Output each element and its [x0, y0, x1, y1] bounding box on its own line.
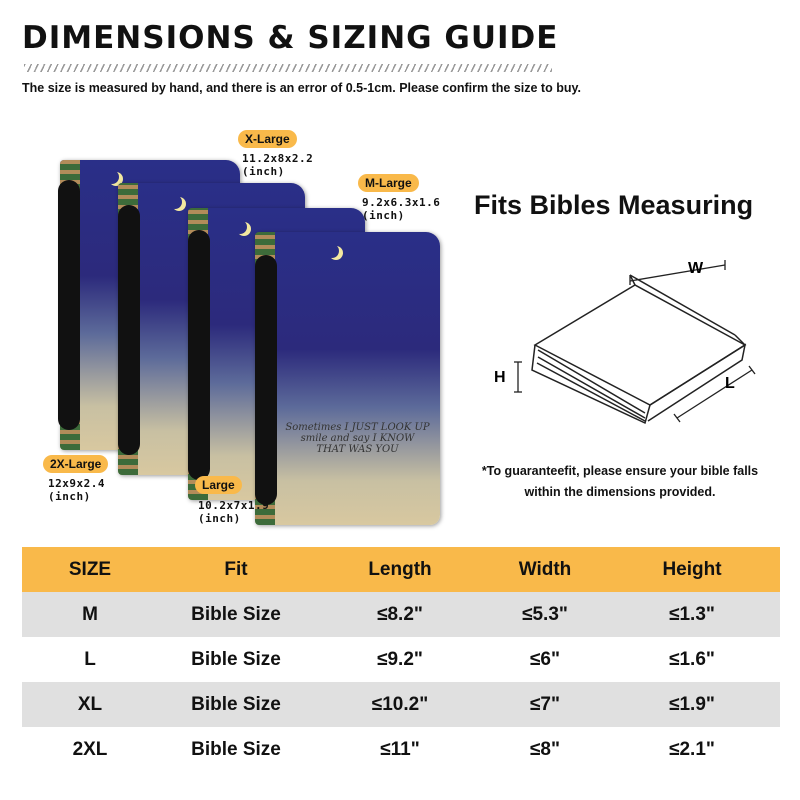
size-dims-xlarge: 11.2x8x2.2 (inch) — [242, 152, 313, 178]
table-cell: ≤6" — [529, 648, 560, 670]
size-dims-2xlarge: 12x9x2.4 (inch) — [48, 477, 105, 503]
measurement-note: The size is measured by hand, and there … — [22, 81, 581, 95]
handle — [188, 230, 210, 480]
table-cell: L — [84, 648, 96, 670]
size-badge-mlarge: M-Large — [358, 174, 419, 192]
size-badge-large: Large — [195, 476, 242, 494]
handle — [255, 255, 277, 505]
col-height: Height — [604, 547, 780, 592]
unit: (inch) — [48, 490, 91, 503]
size-badge-xlarge: X-Large — [238, 130, 297, 148]
dims: 12x9x2.4 — [48, 477, 105, 490]
cover-text: Sometimes I JUST LOOK UP smile and say I… — [285, 422, 430, 455]
dims: 9.2x6.3x1.6 — [362, 196, 441, 209]
width-label: W — [688, 260, 704, 277]
table-header: SIZE Fit Length Width Height — [22, 547, 780, 592]
table-cell: ≤1.6" — [669, 648, 715, 670]
table-cell: ≤1.9" — [604, 682, 780, 727]
table-cell: Bible Size — [191, 738, 281, 760]
dims: 10.2x7x1.9 — [198, 499, 270, 512]
note-line: *To guaranteefit, please ensure your bib… — [481, 464, 759, 478]
table-cell: ≤5.3" — [486, 592, 604, 637]
table-row: M Bible Size ≤8.2" ≤5.3" ≤1.3" — [22, 592, 780, 637]
book-diagram: W H L — [494, 260, 756, 425]
table-cell: ≤2.1" — [669, 738, 715, 760]
table-row: XL Bible Size ≤10.2" ≤7" ≤1.9" — [22, 682, 780, 727]
table-row: 2XL Bible Size ≤11" ≤8" ≤2.1" — [22, 727, 780, 772]
unit: (inch) — [198, 512, 241, 525]
table-cell: ≤1.3" — [604, 592, 780, 637]
col-size: SIZE — [22, 547, 158, 592]
col-fit: Fit — [158, 547, 314, 592]
table-cell: ≤7" — [486, 682, 604, 727]
height-label: H — [494, 369, 506, 386]
col-width: Width — [486, 547, 604, 592]
col-length: Length — [314, 547, 486, 592]
cover-mlarge: Sometimes I JUST LOOK UP smile and say I… — [255, 232, 440, 525]
product-image: Sometimes I JUST LOOK UP smile and say I… — [40, 150, 450, 540]
table-cell: ≤11" — [380, 738, 420, 760]
dims: 11.2x8x2.2 — [242, 152, 314, 165]
note-line: within the dimensions provided. — [524, 485, 716, 499]
table-cell: ≤8" — [529, 738, 560, 760]
table-cell: M — [22, 592, 158, 637]
size-dims-mlarge: 9.2x6.3x1.6 (inch) — [362, 196, 440, 222]
size-dims-large: 10.2x7x1.9 (inch) — [198, 499, 269, 525]
hatch-divider — [24, 64, 552, 72]
table-cell: XL — [22, 682, 158, 727]
diagram-title: Fits Bibles Measuring — [474, 190, 754, 220]
table-row: L Bible Size ≤9.2" ≤6" ≤1.6" — [22, 637, 780, 682]
handle — [58, 180, 80, 430]
table-cell: Bible Size — [191, 648, 281, 670]
unit: (inch) — [362, 209, 405, 222]
table-cell: ≤9.2" — [377, 648, 423, 670]
size-table: SIZE Fit Length Width Height M Bible Size… — [22, 547, 780, 772]
length-label: L — [725, 375, 735, 392]
fit-note: *To guaranteefit, please ensure your bib… — [465, 461, 775, 503]
table-cell: 2XL — [72, 738, 108, 760]
table-cell: ≤8.2" — [314, 592, 486, 637]
table-cell: Bible Size — [158, 592, 314, 637]
page-title: DIMENSIONS & SIZING GUIDE — [22, 20, 559, 56]
table-cell: Bible Size — [158, 682, 314, 727]
unit: (inch) — [242, 165, 285, 178]
handle — [118, 205, 140, 455]
size-badge-2xlarge: 2X-Large — [43, 455, 109, 473]
table-cell: ≤10.2" — [314, 682, 486, 727]
